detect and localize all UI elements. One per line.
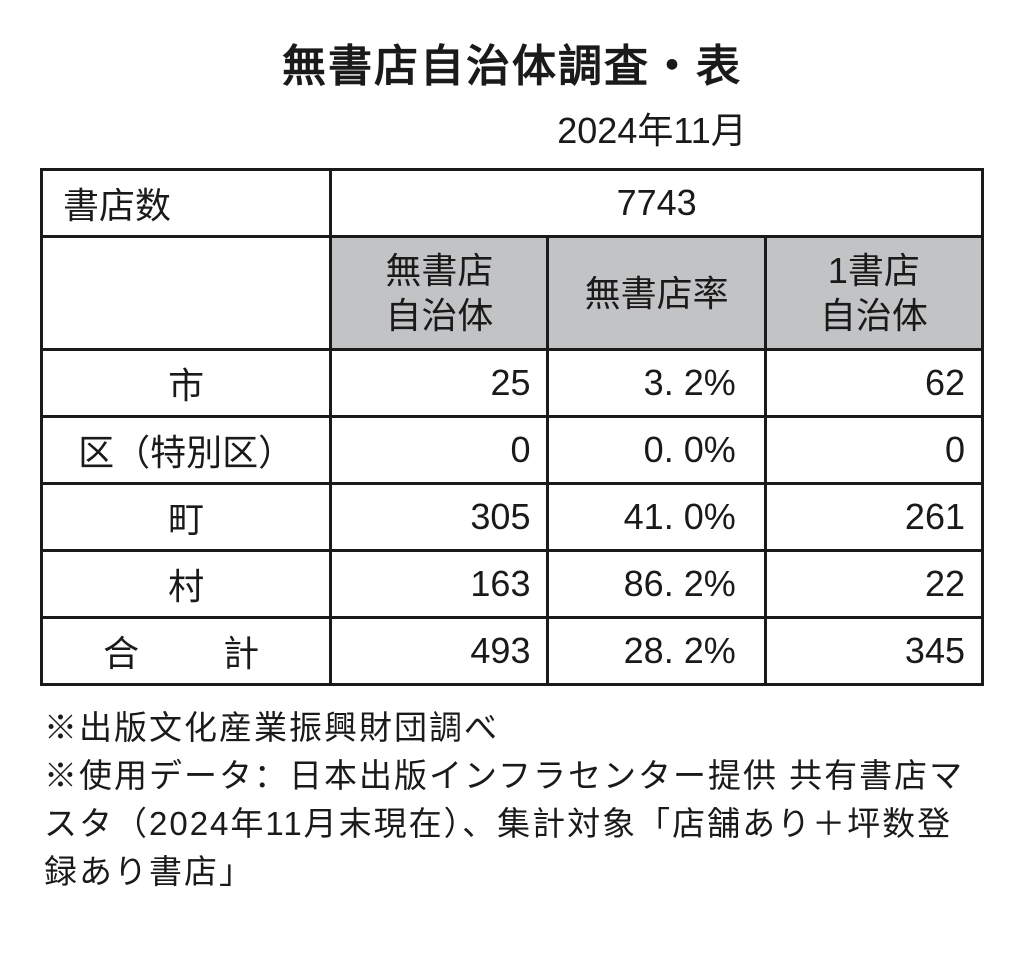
cell-1-0: 0 — [331, 417, 548, 484]
row-label-4: 合 計 — [42, 618, 331, 685]
row-label-1: 区（特別区） — [42, 417, 331, 484]
row-label-0: 市 — [42, 350, 331, 417]
cell-3-2: 22 — [765, 551, 982, 618]
table-row: 村 163 86. 2% 22 — [42, 551, 983, 618]
page-subtitle: 2024年11月 — [40, 102, 984, 154]
cell-2-0: 305 — [331, 484, 548, 551]
footnote-1: ※使用データ：日本出版インフラセンター提供 共有書店マスタ（2024年11月末現… — [44, 752, 980, 896]
cell-1-1: 0. 0% — [548, 417, 765, 484]
cell-4-2: 345 — [765, 618, 982, 685]
top-row: 書店数 7743 — [42, 170, 983, 237]
cell-3-1: 86. 2% — [548, 551, 765, 618]
table-row-total: 合 計 493 28. 2% 345 — [42, 618, 983, 685]
cell-0-0: 25 — [331, 350, 548, 417]
bookstore-count-label: 書店数 — [42, 170, 331, 237]
bookstore-count-value: 7743 — [331, 170, 983, 237]
cell-4-1: 28. 2% — [548, 618, 765, 685]
table-row: 町 305 41. 0% 261 — [42, 484, 983, 551]
column-header-1: 無書店率 — [548, 237, 765, 350]
survey-table: 書店数 7743 無書店 自治体 無書店率 1書店 自治体 市 25 3. 2%… — [40, 168, 984, 686]
column-header-2: 1書店 自治体 — [765, 237, 982, 350]
footnotes: ※出版文化産業振興財団調べ ※使用データ：日本出版インフラセンター提供 共有書店… — [40, 704, 984, 895]
cell-1-2: 0 — [765, 417, 982, 484]
page-title: 無書店自治体調査・表 — [40, 30, 984, 94]
row-label-2: 町 — [42, 484, 331, 551]
table-row: 市 25 3. 2% 62 — [42, 350, 983, 417]
cell-0-1: 3. 2% — [548, 350, 765, 417]
column-header-0: 無書店 自治体 — [331, 237, 548, 350]
row-label-3: 村 — [42, 551, 331, 618]
header-row: 無書店 自治体 無書店率 1書店 自治体 — [42, 237, 983, 350]
cell-2-2: 261 — [765, 484, 982, 551]
cell-0-2: 62 — [765, 350, 982, 417]
empty-header-cell — [42, 237, 331, 350]
cell-3-0: 163 — [331, 551, 548, 618]
footnote-0: ※出版文化産業振興財団調べ — [44, 704, 980, 752]
table-row: 区（特別区） 0 0. 0% 0 — [42, 417, 983, 484]
cell-2-1: 41. 0% — [548, 484, 765, 551]
cell-4-0: 493 — [331, 618, 548, 685]
